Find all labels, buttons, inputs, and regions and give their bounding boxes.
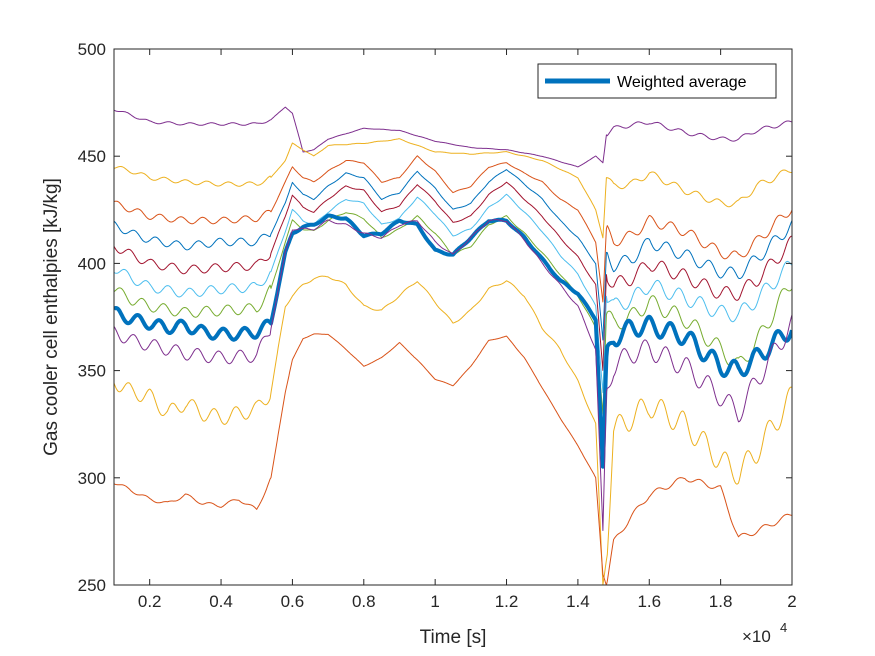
x-tick-label: 0.6 — [281, 592, 305, 611]
axes-box — [113, 48, 793, 586]
series-line — [114, 193, 792, 394]
y-tick-label: 300 — [78, 469, 106, 488]
x-axis-label: Time [s] — [420, 627, 487, 648]
series-line — [114, 181, 792, 371]
x-exponent: ×10 4 — [742, 620, 787, 646]
y-axis-label: Gas cooler cell enthalpies [kJ/kg] — [41, 178, 62, 456]
x-tick-label: 1 — [430, 592, 439, 611]
y-tick-label: 500 — [78, 40, 106, 59]
y-tick-label: 350 — [78, 362, 106, 381]
legend-entry: Weighted average — [617, 74, 747, 91]
x-tick-label: 0.4 — [209, 592, 233, 611]
y-tick-label: 400 — [78, 254, 106, 273]
x-exponent-base: ×10 — [742, 627, 771, 646]
x-exponent-power: 4 — [780, 620, 787, 635]
x-tick-label: 0.2 — [138, 592, 162, 611]
axes — [113, 48, 793, 586]
x-tick-label: 1.2 — [495, 592, 519, 611]
x-tick-label: 1.4 — [566, 592, 590, 611]
x-tick-label: 0.8 — [352, 592, 376, 611]
tick-labels: 0.2 0.4 0.6 0.8 1 1.2 1.4 1.6 1.8 2 250 300 350 400 45… — [78, 40, 797, 611]
series-line-weighted-average — [114, 213, 792, 469]
series-line — [114, 333, 792, 585]
series-line — [114, 138, 792, 239]
x-tick-label: 1.6 — [637, 592, 661, 611]
series-line — [114, 169, 792, 341]
plot-area — [114, 49, 792, 585]
series-line — [114, 155, 792, 303]
legend: Weighted average — [537, 63, 777, 99]
y-tick-label: 250 — [78, 576, 106, 595]
y-tick-label: 450 — [78, 147, 106, 166]
x-tick-label: 2 — [787, 592, 796, 611]
series-line — [114, 219, 792, 531]
series-line — [114, 106, 792, 168]
series-group — [114, 106, 792, 585]
x-tick-label: 1.8 — [709, 592, 733, 611]
series-line — [114, 275, 792, 585]
